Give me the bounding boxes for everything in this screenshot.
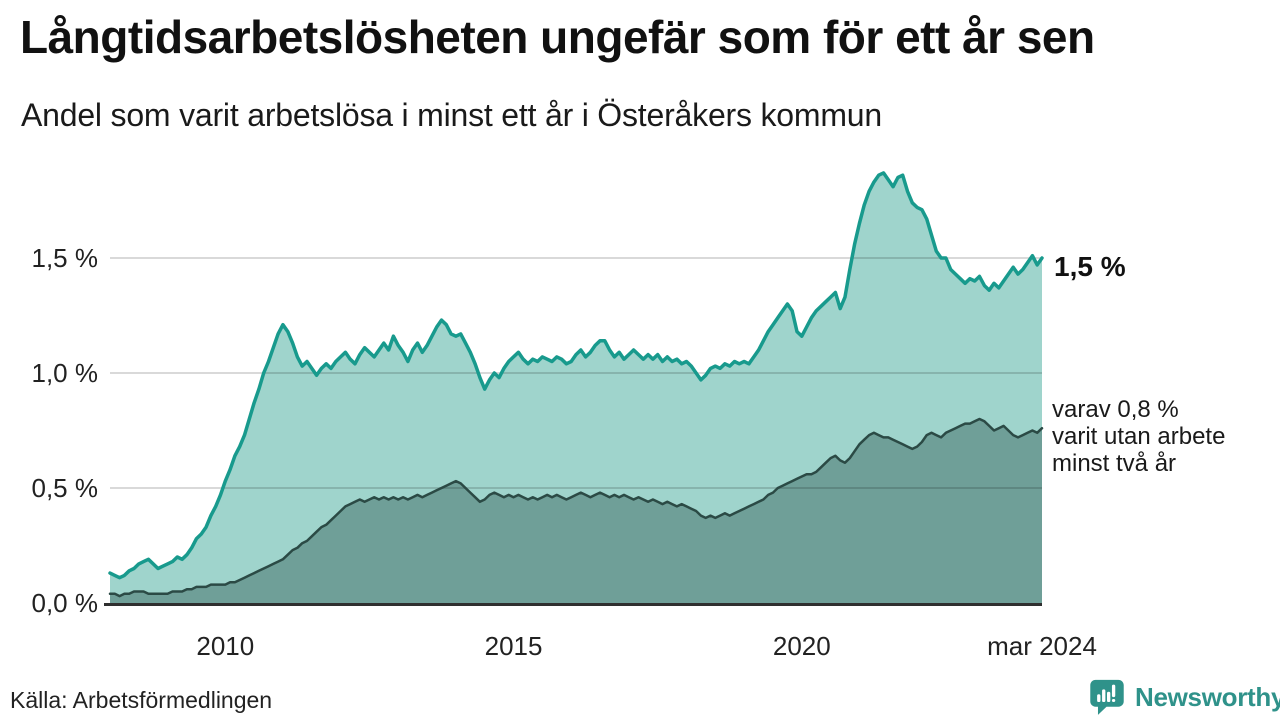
page-title: Långtidsarbetslösheten ungefär som för e… bbox=[20, 11, 1095, 63]
series2-annotation-line: minst två år bbox=[1052, 450, 1177, 477]
series2-annotation-line: varit utan arbete bbox=[1052, 423, 1226, 450]
newsworthy-icon bbox=[1090, 679, 1124, 715]
x-axis-tick-label: mar 2024 bbox=[987, 631, 1097, 661]
y-axis-tick-label: 0,0 % bbox=[31, 588, 99, 618]
source-note: Källa: Arbetsförmedlingen bbox=[10, 687, 273, 713]
y-axis-tick-label: 1,0 % bbox=[31, 358, 99, 388]
newsworthy-wordmark: Newsworthy bbox=[1135, 682, 1280, 712]
x-axis-tick-label: 2015 bbox=[484, 631, 543, 661]
newsworthy-logo: Newsworthy bbox=[1088, 677, 1280, 718]
series1-end-value-label: 1,5 % bbox=[1054, 251, 1126, 282]
x-axis-tick-label: 2020 bbox=[772, 631, 831, 661]
series2-annotation-line: varav 0,8 % bbox=[1052, 396, 1179, 423]
y-axis-tick-label: 0,5 % bbox=[31, 473, 99, 503]
series2-annotation: varav 0,8 % varit utan arbete minst två … bbox=[1052, 396, 1225, 477]
x-axis-tick-label: 2010 bbox=[196, 631, 255, 661]
chart-subtitle: Andel som varit arbetslösa i minst ett å… bbox=[21, 97, 882, 133]
y-axis-tick-label: 1,5 % bbox=[31, 243, 99, 273]
